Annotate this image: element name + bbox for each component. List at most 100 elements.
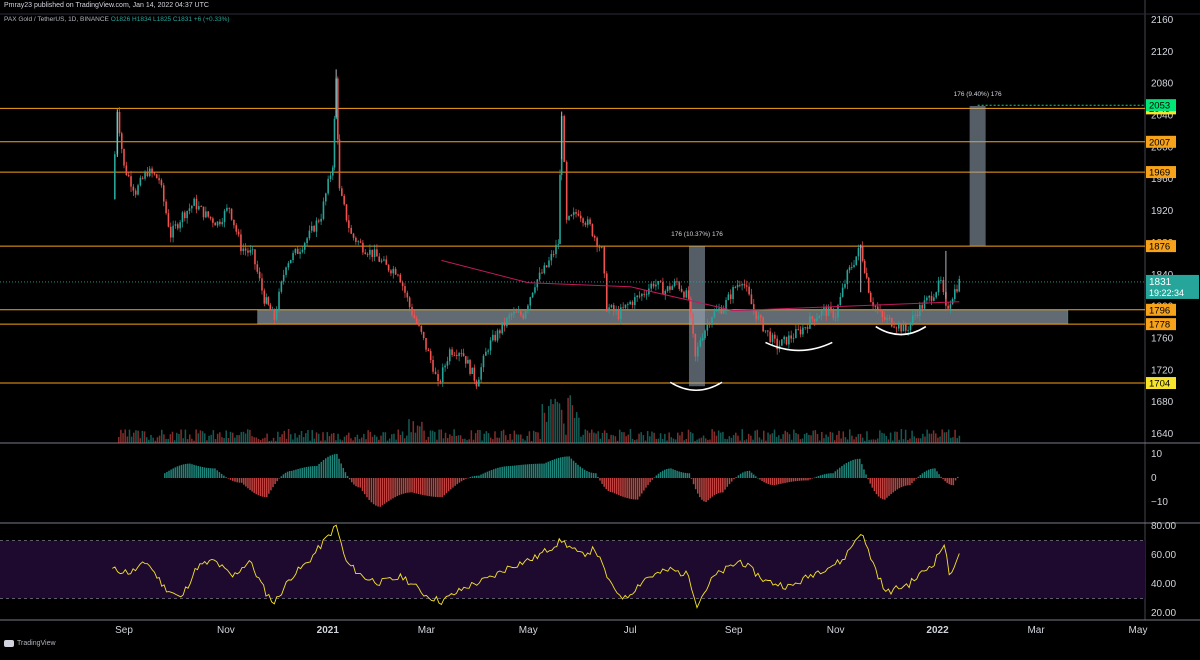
footer-brand[interactable]: TradingView [4, 640, 56, 647]
candle-body [848, 267, 851, 271]
macd-bar [184, 463, 187, 478]
macd-bar [894, 478, 897, 491]
volume-bar [883, 433, 885, 443]
macd-bar [340, 463, 342, 478]
macd-bar [297, 468, 299, 478]
candle-body [883, 316, 886, 320]
macd-bar [638, 478, 641, 497]
candle-body [397, 274, 399, 276]
volume-bar [384, 432, 387, 443]
macd-bar [375, 478, 377, 506]
macd-bar [821, 474, 824, 478]
macd-bar [761, 478, 763, 481]
volume-bar [939, 436, 941, 443]
price-tag-text-1969: 1969 [1149, 168, 1170, 179]
macd-bar [180, 464, 183, 478]
macd-bar [322, 460, 325, 478]
candle-body [912, 315, 914, 323]
volume-bar [505, 435, 507, 443]
macd-bar [828, 473, 830, 478]
volume-bar [481, 440, 483, 443]
time-tick-label: 2022 [926, 625, 949, 636]
macd-bar [900, 478, 903, 488]
time-tick-label: May [1129, 625, 1148, 636]
macd-bar [888, 478, 890, 496]
macd-bar [543, 463, 545, 478]
candle-body [692, 313, 694, 334]
time-tick-label: Sep [725, 625, 743, 636]
macd-bar [174, 467, 177, 478]
volume-bar [769, 434, 771, 443]
macd-bar [377, 478, 379, 507]
candle-body [816, 318, 818, 322]
volume-bar [537, 432, 539, 443]
volume-bar [225, 430, 227, 443]
macd-bar [739, 473, 742, 478]
candle-body [713, 311, 716, 318]
macd-bar [495, 468, 497, 478]
candle-body [771, 334, 774, 342]
macd-bar [240, 478, 243, 483]
candle-body [888, 317, 891, 319]
macd-bar [325, 458, 327, 478]
volume-bar [391, 434, 393, 443]
candle-body [923, 300, 926, 309]
volume-bar [425, 439, 427, 443]
macd-bar [359, 478, 362, 488]
macd-bar [904, 478, 907, 486]
volume-bar [509, 433, 511, 443]
volume-bar [563, 423, 565, 443]
volume-bar [294, 433, 296, 443]
volume-bar [892, 440, 894, 443]
volume-bar [889, 432, 892, 443]
candle-body [320, 218, 322, 222]
candle-body [820, 310, 823, 317]
volume-bar [586, 430, 589, 443]
volume-bar [378, 439, 380, 443]
candle-body [373, 249, 376, 257]
volume-bar [145, 437, 148, 443]
macd-bar [318, 463, 320, 478]
volume-bar [567, 397, 569, 443]
volume-bar [193, 440, 195, 443]
macd-bar [370, 478, 373, 503]
macd-bar [954, 478, 957, 481]
symbol-name: PAX Gold / TetherUS, 1D, BINANCE [4, 16, 109, 23]
candle-body [401, 282, 404, 287]
macd-bar [668, 468, 670, 478]
candle-body [781, 339, 783, 346]
volume-bar [354, 437, 356, 443]
candle-body [209, 216, 212, 219]
candle-body [942, 279, 945, 292]
candle-body [492, 334, 494, 341]
macd-bar [394, 478, 396, 498]
candle-body [589, 219, 591, 225]
volume-bar [956, 438, 958, 443]
candle-body [219, 221, 221, 225]
candle-body [385, 259, 388, 265]
volume-bar [836, 434, 838, 443]
volume-bar [765, 440, 767, 443]
macd-bar [549, 460, 552, 478]
macd-bar [634, 478, 637, 500]
macd-bar [728, 478, 731, 485]
volume-bar [780, 438, 782, 443]
candle-body [804, 327, 807, 329]
macd-bar [265, 478, 268, 498]
macd-bar [832, 473, 834, 478]
macd-bar [726, 478, 728, 487]
candle-body [550, 254, 553, 261]
volume-bar [582, 434, 584, 443]
candle-body [223, 210, 226, 223]
rsi-band [0, 540, 1145, 599]
candle-body [954, 289, 956, 300]
macd-bar [236, 478, 238, 483]
candle-body [879, 309, 881, 311]
volume-bar [681, 431, 683, 443]
macd-bar [780, 478, 782, 484]
candle-body [921, 304, 923, 309]
candle-body [834, 317, 837, 319]
macd-bar [467, 477, 469, 479]
